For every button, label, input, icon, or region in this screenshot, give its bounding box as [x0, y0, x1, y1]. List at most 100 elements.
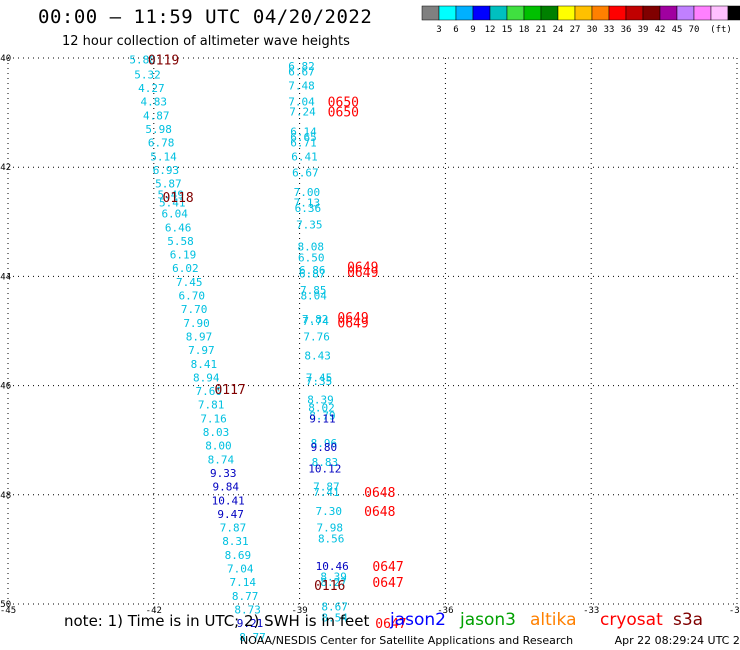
swh-value: 8.97: [186, 330, 213, 343]
swh-value: 8.56: [318, 532, 345, 545]
swh-value: 7.04: [288, 96, 315, 109]
swh-value: 7.87: [313, 481, 340, 494]
swh-value: 9.47: [217, 508, 244, 521]
swh-value: 7.90: [183, 317, 210, 330]
grid-lines: [7, 57, 738, 605]
swh-value: 5.87: [155, 178, 182, 191]
swh-value: 4.83: [141, 96, 168, 109]
colorbar-swatch: [557, 5, 576, 21]
colorbar-swatch: [693, 5, 712, 21]
pass-time-label: 0647: [375, 617, 406, 632]
colorbar-label: 33: [604, 25, 615, 35]
colorbar-swatch: [642, 5, 661, 21]
swh-value: 6.02: [172, 262, 199, 275]
colorbar-label: 9: [470, 25, 475, 35]
swh-value: 8.43: [304, 350, 331, 363]
swh-value: 7.74: [302, 315, 329, 328]
swh-value: 7.87: [220, 522, 247, 535]
chart-subtitle: 12 hour collection of altimeter wave hei…: [62, 34, 350, 49]
y-tick-label: -40: [0, 54, 11, 64]
swh-value: 6.70: [178, 290, 205, 303]
x-tick-label: -45: [0, 606, 16, 616]
colorbar-label: 21: [536, 25, 547, 35]
swh-value: 7.81: [198, 399, 225, 412]
colorbar-unit: (ft): [710, 25, 732, 35]
swh-value: 7.00: [294, 186, 321, 199]
swh-value: 6.71: [290, 137, 317, 150]
swh-value: 8.31: [222, 535, 249, 548]
swh-value: 9.11: [309, 412, 336, 425]
swh-value: 5.58: [167, 235, 194, 248]
swh-value: 7.70: [181, 303, 208, 316]
swh-value: 9.84: [212, 481, 239, 494]
swh-value: 8.39: [320, 571, 347, 584]
colorbar-swatch: [659, 5, 678, 21]
swh-value: 8.03: [203, 426, 230, 439]
pass-time-label: 0648: [364, 486, 395, 501]
swh-value: 8.67: [321, 601, 348, 614]
swh-value: 7.76: [303, 330, 330, 343]
colorbar-label: 27: [570, 25, 581, 35]
swh-value: 10.41: [212, 494, 245, 507]
swh-value: 8.79: [309, 410, 336, 423]
swh-value: 8.27: [320, 576, 347, 589]
swh-value: 6.41: [291, 150, 318, 163]
swh-value: 7.48: [288, 79, 315, 92]
pass-time-label: 0117: [214, 383, 245, 398]
colorbar-swatch: [540, 5, 559, 21]
swh-value: 7.35: [296, 219, 323, 232]
legend-jason2: jason2: [390, 610, 446, 630]
swh-value: 8.00: [205, 440, 232, 453]
y-tick-label: -50: [0, 600, 11, 610]
colorbar-legend: 3 6 9 12 15 18 21 24 27 30 33 36 39 42 45 70 (ft): [421, 5, 740, 35]
legend-cryosat: cryosat: [600, 610, 663, 630]
pass-time-label: 0119: [148, 54, 179, 69]
swh-value: 7.85: [300, 284, 327, 297]
pass-time-label: 0650: [328, 106, 359, 121]
y-tick-label: -42: [0, 163, 11, 173]
swh-value: 6.78: [148, 137, 175, 150]
swh-value: 6.46: [165, 221, 192, 234]
colorbar-label: 24: [553, 25, 564, 35]
colorbar-swatch: [625, 5, 644, 21]
swh-value: 7.14: [229, 576, 256, 589]
pass-time-label: 0649: [347, 266, 378, 281]
swh-value: 5.32: [134, 68, 161, 81]
swh-value: 6.14: [290, 126, 317, 139]
swh-value: 6.67: [292, 167, 319, 180]
colorbar-label: 6: [453, 25, 458, 35]
colorbar-label: 70: [689, 25, 700, 35]
colorbar-swatch: [421, 5, 440, 21]
swh-value: 9.33: [210, 467, 237, 480]
colorbar-label: 18: [519, 25, 530, 35]
colorbar-label: 12: [485, 25, 496, 35]
pass-time-label: 0649: [337, 316, 368, 331]
swh-value: 7.97: [188, 344, 215, 357]
colorbar-swatch: [489, 5, 508, 21]
swh-value: 7.04: [227, 563, 254, 576]
colorbar-swatch: [727, 5, 740, 21]
pass-time-label: 0648: [364, 505, 395, 520]
colorbar-label: 15: [502, 25, 513, 35]
swh-value: 8.69: [225, 549, 252, 562]
swh-value: 8.08: [298, 240, 325, 253]
swh-readings: 5.885.324.274.834.875.986.785.146.935.87…: [129, 54, 348, 644]
colorbar-swatch: [710, 5, 729, 21]
pass-time-labels: 0119011801170116065006500649064906490649…: [148, 54, 407, 632]
x-tick-label: -33: [583, 606, 599, 616]
swh-value: 7.98: [316, 522, 343, 535]
colorbar-swatch: [472, 5, 491, 21]
swh-value: 10.46: [316, 560, 349, 573]
swh-value: 8.77: [232, 590, 259, 603]
swh-value: 8.77: [239, 631, 266, 644]
pass-time-label: 0647: [372, 560, 403, 575]
swh-value: 4.87: [143, 109, 170, 122]
swh-value: 8.02: [308, 401, 335, 414]
swh-value: 6.36: [295, 202, 322, 215]
colorbar-label: 42: [655, 25, 666, 35]
swh-value: 7.35: [306, 375, 333, 388]
swh-value: 5.14: [150, 150, 177, 163]
swh-value: 8.39: [307, 393, 334, 406]
swh-value: 7.13: [294, 197, 321, 210]
